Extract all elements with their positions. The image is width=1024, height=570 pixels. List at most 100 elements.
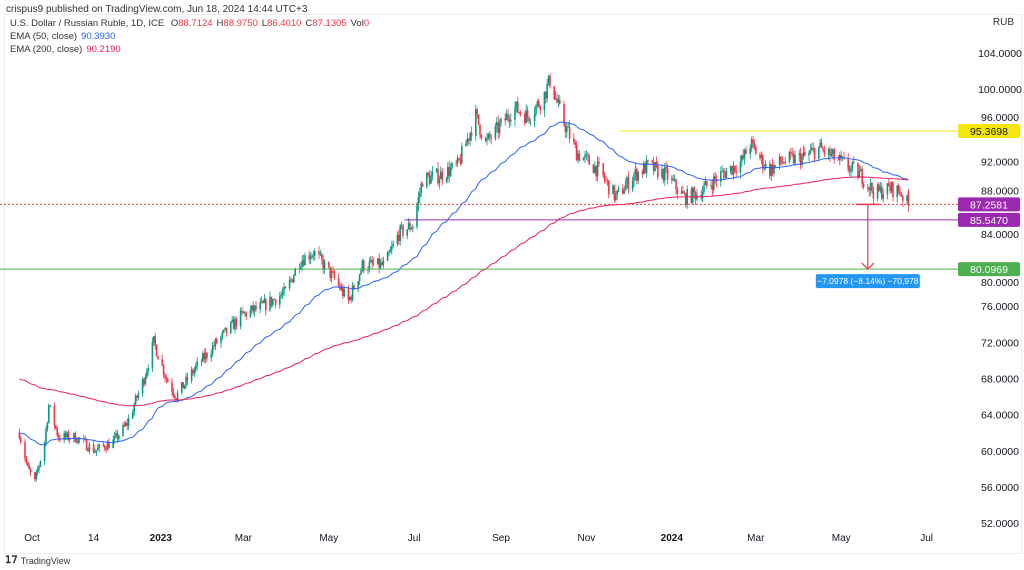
candle-body	[515, 101, 518, 108]
candle-body	[585, 154, 588, 156]
candle-body	[750, 139, 753, 148]
candle-body	[104, 445, 106, 449]
candle-body	[328, 261, 330, 268]
candle-body	[347, 288, 350, 301]
candle-body	[28, 465, 30, 470]
candle-body	[896, 185, 898, 198]
candle-body	[274, 299, 277, 305]
candle-body	[136, 395, 138, 398]
x-tick-label: Oct	[24, 533, 40, 544]
candle-body	[48, 405, 50, 423]
candle-body	[771, 164, 774, 174]
x-tick-label: Sep	[492, 533, 510, 544]
candle-body	[273, 299, 275, 301]
candle-body	[647, 160, 649, 161]
x-tick-label: 2024	[661, 533, 684, 544]
candle-body	[755, 146, 757, 155]
candle-body	[489, 133, 491, 138]
candle-body	[899, 191, 901, 195]
candle-body	[147, 368, 149, 372]
ema50-value: 90.3930	[81, 31, 116, 42]
candle-body	[622, 188, 624, 194]
candle-body	[137, 393, 140, 398]
candle-body	[211, 345, 214, 355]
candle-body	[420, 183, 422, 194]
candle-body	[827, 148, 830, 154]
candle-body	[308, 255, 310, 260]
candle-body	[518, 112, 520, 114]
candle-body	[574, 141, 576, 145]
candle-body	[662, 168, 665, 181]
candle-body	[461, 146, 463, 164]
candle-body	[291, 279, 294, 283]
candle-body	[615, 194, 617, 200]
candle-body	[654, 162, 656, 172]
candle-body	[780, 156, 782, 163]
candle-body	[693, 187, 695, 193]
candle-body	[431, 171, 434, 176]
candle-body	[430, 175, 432, 184]
candle-body	[157, 356, 159, 360]
candle-body	[559, 99, 561, 105]
candle-body	[713, 176, 715, 190]
candle-body	[587, 154, 589, 156]
candle-body	[333, 271, 336, 279]
currency-label: RUB	[992, 17, 1014, 28]
candle-body	[314, 251, 316, 256]
candle-body	[165, 377, 168, 380]
candle-body	[820, 142, 823, 149]
candle-body	[113, 435, 116, 440]
candle-body	[706, 181, 708, 186]
candle-body	[106, 442, 109, 451]
candle-body	[486, 138, 488, 141]
candle-body	[549, 75, 551, 87]
candle-body	[190, 369, 193, 381]
candle-body	[281, 292, 284, 295]
candle-body	[869, 182, 872, 191]
candle-body	[154, 336, 156, 345]
tradingview-logo[interactable]: 𝟣𝟩 TradingView	[5, 555, 70, 566]
candle-body	[239, 310, 242, 327]
candle-body	[605, 179, 607, 181]
candle-body	[778, 156, 781, 165]
candle-body	[35, 472, 37, 480]
candle-body	[144, 376, 147, 385]
candle-body	[528, 117, 530, 122]
candle-body	[210, 354, 212, 358]
candle-body	[664, 167, 666, 181]
candle-body	[300, 266, 302, 269]
candle-body	[731, 165, 733, 175]
symbol-title: U.S. Dollar / Russian Ruble, 1D, ICE	[10, 18, 165, 29]
candle-body	[57, 435, 60, 440]
candle-body	[657, 164, 659, 178]
candle-body	[36, 469, 39, 473]
candle-body	[575, 144, 578, 161]
candle-body	[720, 171, 722, 182]
candle-body	[710, 185, 712, 187]
candle-body	[196, 361, 198, 366]
candle-body	[633, 174, 635, 181]
candle-body	[330, 270, 333, 278]
candle-body	[882, 194, 884, 199]
candle-body	[819, 142, 821, 147]
candle-body	[890, 182, 893, 192]
candle-body	[538, 101, 540, 107]
candle-body	[809, 150, 812, 153]
candle-body	[889, 186, 891, 192]
candle-body	[115, 433, 117, 436]
candle-body	[195, 365, 197, 370]
candle-body	[167, 379, 169, 383]
candle-body	[484, 138, 487, 141]
candle-body	[902, 196, 904, 201]
candle-body	[409, 223, 411, 230]
candle-body	[752, 139, 754, 143]
candle-body	[624, 184, 627, 191]
candle-body	[55, 425, 57, 428]
candle-body	[770, 164, 772, 176]
candle-body	[244, 312, 246, 314]
candle-body	[773, 165, 775, 174]
y-tick-label: 84.0000	[981, 229, 1019, 241]
candle-body	[813, 148, 816, 159]
candle-body	[732, 165, 735, 175]
